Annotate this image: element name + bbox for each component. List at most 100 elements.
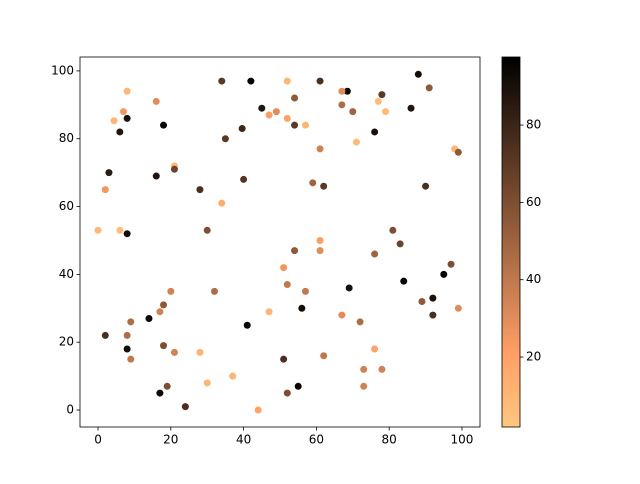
point	[371, 250, 379, 258]
point	[254, 406, 262, 414]
point	[123, 114, 131, 122]
point	[378, 365, 386, 373]
point	[119, 108, 127, 116]
point	[101, 186, 109, 194]
point	[105, 169, 113, 177]
point	[301, 287, 309, 295]
point	[160, 342, 168, 350]
point	[454, 304, 462, 312]
point	[116, 128, 124, 136]
point	[429, 311, 437, 319]
point	[400, 277, 408, 285]
point	[156, 389, 164, 397]
point	[447, 260, 455, 268]
point	[316, 77, 324, 85]
point	[283, 77, 291, 85]
colorbar-tick-label: 40	[526, 272, 541, 286]
point	[309, 179, 317, 187]
point	[163, 382, 171, 390]
point	[374, 97, 382, 105]
point	[316, 247, 324, 255]
colorbar-tick-label: 80	[526, 118, 541, 132]
point	[170, 348, 178, 356]
point	[338, 87, 346, 95]
point	[203, 226, 211, 234]
y-tick-label: 60	[59, 199, 74, 213]
point	[338, 311, 346, 319]
plot-frame	[79, 56, 481, 428]
point	[196, 348, 204, 356]
point	[343, 87, 351, 95]
point	[280, 264, 288, 272]
point	[360, 365, 368, 373]
point	[280, 355, 288, 363]
point	[422, 182, 430, 190]
point	[258, 104, 266, 112]
point	[371, 128, 379, 136]
point	[152, 172, 160, 180]
colorbar-frame	[501, 56, 521, 428]
point	[454, 148, 462, 156]
point	[229, 372, 237, 380]
y-tick-label: 0	[66, 403, 74, 417]
y-tick-label: 40	[59, 267, 74, 281]
point	[291, 247, 299, 255]
x-tick-label: 40	[236, 433, 251, 447]
point	[123, 331, 131, 339]
x-tick-label: 20	[163, 433, 178, 447]
point	[320, 352, 328, 360]
point	[356, 318, 364, 326]
point	[283, 114, 291, 122]
x-tick-label: 0	[94, 433, 102, 447]
point	[338, 101, 346, 109]
point	[156, 308, 164, 316]
point	[218, 77, 226, 85]
x-tick-label: 100	[451, 433, 474, 447]
point	[316, 145, 324, 153]
point	[196, 186, 204, 194]
point	[371, 345, 379, 353]
point	[283, 389, 291, 397]
point	[291, 121, 299, 129]
point	[298, 304, 306, 312]
point	[345, 284, 353, 292]
point	[181, 403, 189, 411]
point	[167, 287, 175, 295]
point	[123, 87, 131, 95]
point	[349, 108, 357, 116]
point	[407, 104, 415, 112]
colorbar	[502, 57, 520, 427]
point	[389, 226, 397, 234]
point	[110, 117, 118, 125]
point	[160, 121, 168, 129]
point	[123, 345, 131, 353]
point	[378, 91, 386, 99]
point	[414, 70, 422, 78]
point	[429, 294, 437, 302]
point	[291, 94, 299, 102]
point	[360, 382, 368, 390]
y-tick-label: 80	[59, 131, 74, 145]
point	[123, 230, 131, 238]
point	[320, 182, 328, 190]
point	[116, 226, 124, 234]
point	[145, 314, 153, 322]
point	[127, 355, 135, 363]
point	[418, 298, 426, 306]
point	[425, 84, 433, 92]
point	[218, 199, 226, 207]
y-tick-label: 20	[59, 335, 74, 349]
point	[265, 308, 273, 316]
point	[265, 111, 273, 119]
point	[160, 301, 168, 309]
x-tick-label: 60	[309, 433, 324, 447]
point	[243, 321, 251, 329]
point	[283, 281, 291, 289]
point	[382, 108, 390, 116]
point	[272, 108, 280, 116]
x-tick-label: 80	[382, 433, 397, 447]
point	[221, 135, 229, 143]
point	[247, 77, 255, 85]
point	[127, 318, 135, 326]
